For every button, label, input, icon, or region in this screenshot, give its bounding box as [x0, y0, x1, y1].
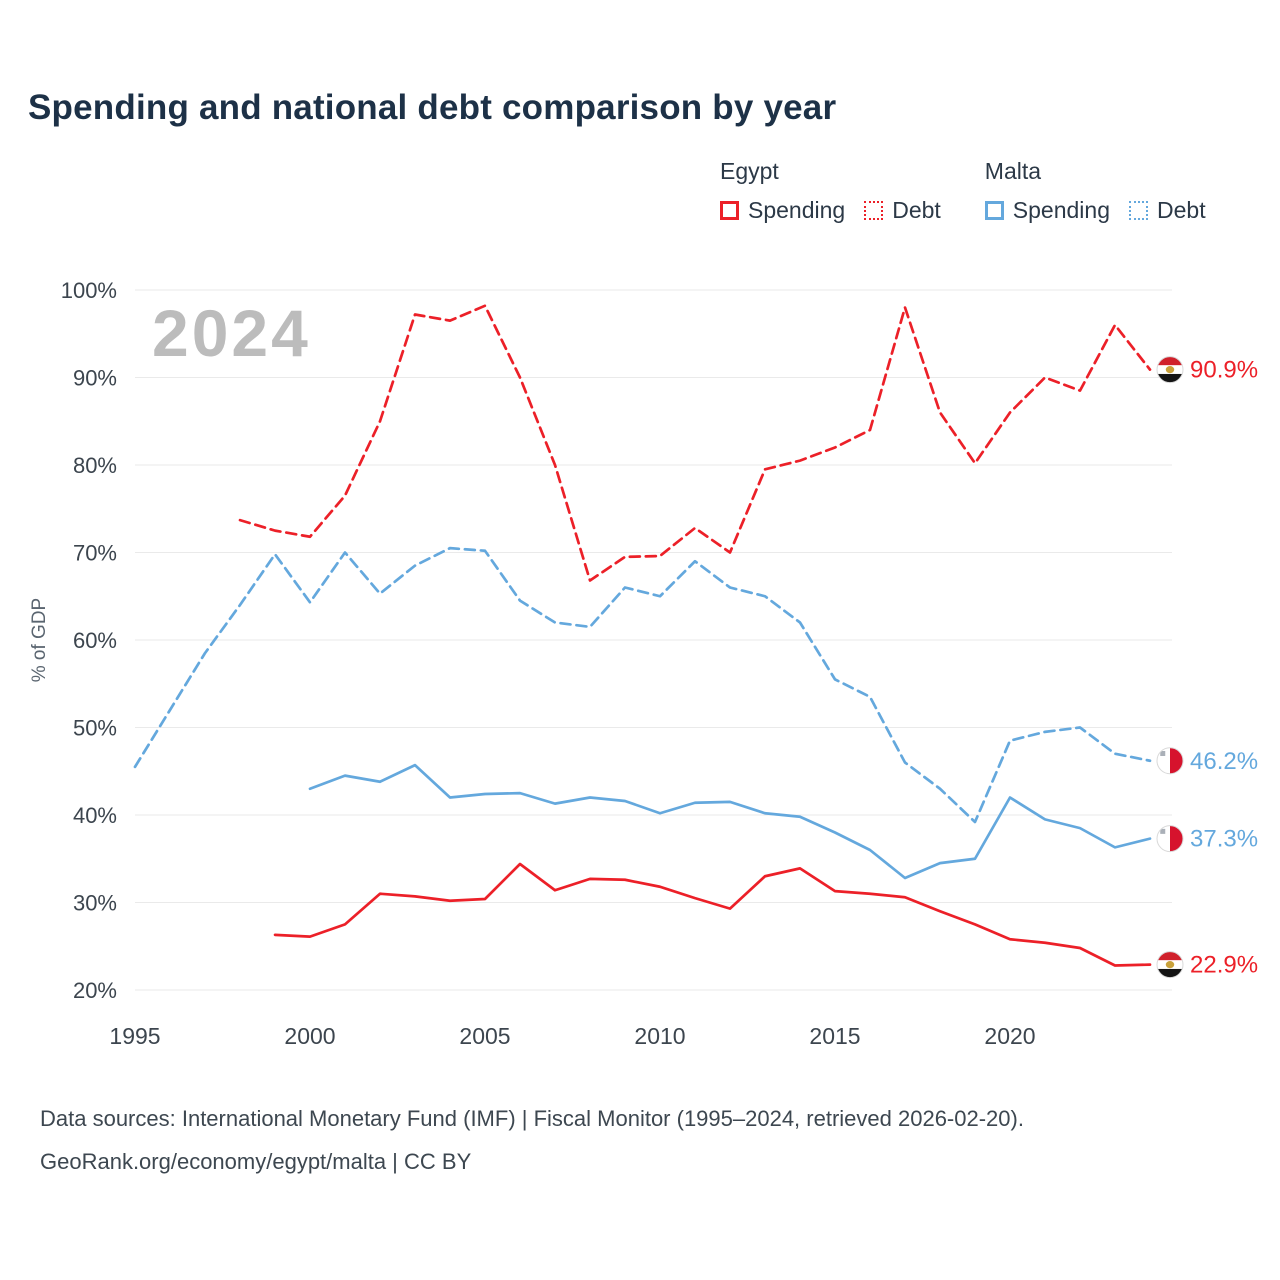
legend-label-malta-spending: Spending — [1012, 197, 1110, 223]
legend: Egypt Spending Debt Malta Spending Debt — [720, 158, 1216, 224]
x-tick-label: 2010 — [634, 1023, 685, 1049]
legend-country-egypt: Egypt — [720, 158, 779, 184]
x-tick-label: 2000 — [284, 1023, 335, 1049]
watermark-year: 2024 — [152, 296, 311, 370]
y-tick-label: 70% — [73, 541, 117, 566]
y-tick-label: 50% — [73, 716, 117, 741]
egypt-debt-line — [238, 304, 1152, 582]
legend-group-egypt: Egypt Spending Debt — [720, 158, 951, 224]
malta-flag-outline — [1156, 747, 1184, 775]
x-tick-label: 2005 — [459, 1023, 510, 1049]
legend-row-egypt: Spending Debt — [720, 197, 951, 224]
egypt-spending-line — [273, 862, 1152, 967]
source-line: Data sources: International Monetary Fun… — [40, 1106, 1024, 1131]
legend-label-egypt-debt: Debt — [892, 197, 941, 223]
chart-title: Spending and national debt comparison by… — [28, 88, 837, 127]
y-tick-label: 100% — [61, 278, 117, 303]
malta-flag-icon — [1157, 825, 1183, 852]
y-tick-label: 30% — [73, 891, 117, 916]
egypt-flag-icon — [1157, 356, 1183, 383]
legend-country-malta: Malta — [984, 158, 1042, 184]
egypt-flag-outline — [1156, 951, 1184, 979]
y-tick-label: 60% — [73, 628, 117, 653]
egypt-debt-swatch — [864, 201, 884, 220]
malta-spending-swatch — [984, 201, 1004, 220]
y-axis-label: % of GDP — [29, 598, 50, 682]
egypt-flag-icon — [1157, 951, 1183, 978]
egypt-spending-end-value: 22.9% — [1190, 952, 1258, 979]
malta-flag-outline — [1156, 825, 1184, 853]
egypt-flag-outline — [1156, 356, 1184, 384]
x-tick-label: 1995 — [109, 1023, 160, 1049]
data-source-caption: Data sources: International Monetary Fun… — [40, 1098, 1024, 1184]
legend-label-malta-debt: Debt — [1157, 197, 1206, 223]
y-tick-label: 40% — [73, 803, 117, 828]
legend-label-egypt-spending: Spending — [748, 197, 846, 223]
malta-spending-end-value: 37.3% — [1190, 826, 1258, 853]
malta-debt-end-value: 46.2% — [1190, 748, 1258, 775]
legend-group-malta: Malta Spending Debt — [984, 158, 1216, 224]
malta-debt-line — [133, 546, 1152, 824]
egypt-spending-swatch — [720, 201, 739, 220]
x-tick-label: 2020 — [984, 1023, 1035, 1049]
y-tick-label: 80% — [73, 453, 117, 478]
line-chart: 20% 30% 40% 50% 60% 70% 80% 90% 100% 1995 2000 2005… — [29, 278, 1258, 1049]
malta-flag-icon — [1157, 747, 1183, 774]
x-tick-label: 2015 — [809, 1023, 860, 1049]
malta-spending-line — [308, 763, 1152, 880]
attribution-line: GeoRank.org/economy/egypt/malta | CC BY — [40, 1148, 472, 1174]
y-tick-label: 90% — [73, 366, 117, 391]
egypt-debt-end-value: 90.9% — [1190, 357, 1258, 384]
malta-debt-swatch — [1129, 201, 1148, 220]
y-tick-label: 20% — [73, 978, 117, 1003]
legend-row-malta: Spending Debt — [984, 197, 1216, 224]
